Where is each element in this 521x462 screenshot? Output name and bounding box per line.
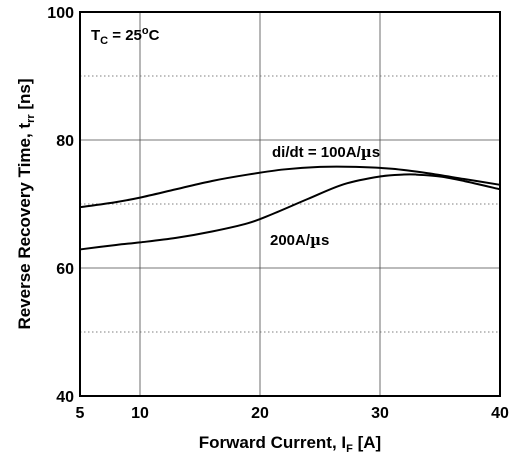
series-line-100A-per-us [79, 165, 501, 209]
y-tick-label: 80 [56, 133, 74, 150]
grid [80, 12, 500, 396]
y-tick-labels: 40 60 80 100 [47, 5, 74, 406]
series-line-200A-per-us [79, 173, 501, 251]
x-tick-label: 30 [371, 405, 389, 422]
series-layer [79, 165, 501, 251]
temperature-condition-label: TC = 25oC [91, 25, 160, 47]
x-tick-label: 40 [491, 405, 509, 422]
x-tick-label: 10 [131, 405, 149, 422]
series-label-100: di/dt = 100A/µs [272, 143, 380, 161]
y-axis-label: Reverse Recovery Time, trr [ns] [15, 78, 37, 329]
plot-frame [79, 11, 501, 397]
x-tick-label: 20 [251, 405, 269, 422]
x-tick-labels: 5 10 20 30 40 [76, 405, 509, 422]
x-axis-label: Forward Current, IF [A] [199, 433, 381, 455]
series-label-200: 200A/µs [270, 231, 329, 249]
y-tick-label: 100 [47, 5, 74, 22]
x-tick-label: 5 [76, 405, 85, 422]
y-tick-label: 40 [56, 389, 74, 406]
y-tick-label: 60 [56, 261, 74, 278]
